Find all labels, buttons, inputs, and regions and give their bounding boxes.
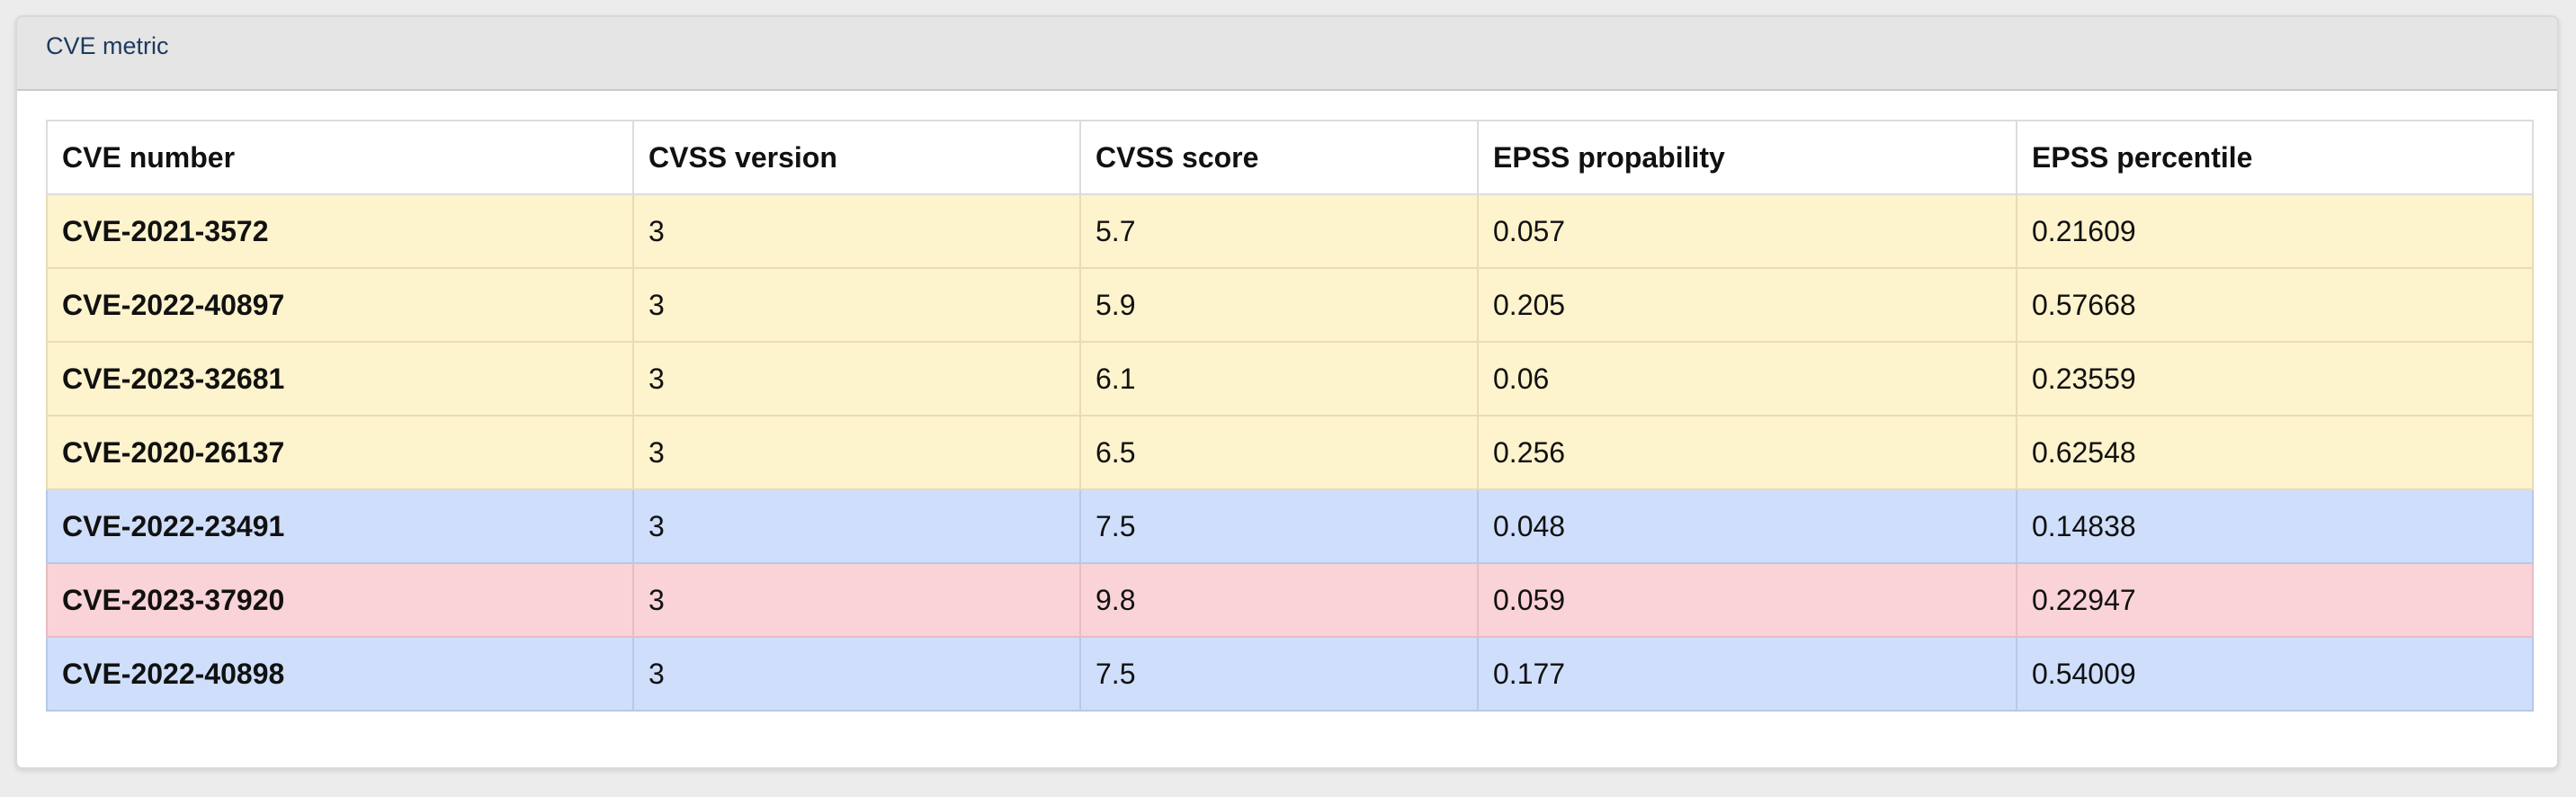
cvss-version-cell: 3 xyxy=(632,488,1081,564)
epss-probability-cell: 0.057 xyxy=(1477,193,2017,269)
epss-probability-cell: 0.256 xyxy=(1477,415,2017,490)
epss-probability-cell: 0.048 xyxy=(1477,488,2017,564)
cve-number-cell[interactable]: CVE-2022-40897 xyxy=(46,267,634,343)
panel-body: CVE number CVSS version CVSS score EPSS … xyxy=(46,120,2534,712)
table-row[interactable]: CVE-2020-26137 3 6.5 0.256 0.62548 xyxy=(46,415,2534,490)
cvss-version-cell: 3 xyxy=(632,636,1081,712)
epss-probability-cell: 0.205 xyxy=(1477,267,2017,343)
cve-table: CVE number CVSS version CVSS score EPSS … xyxy=(46,120,2534,712)
cvss-score-cell: 7.5 xyxy=(1079,636,1479,712)
epss-percentile-cell: 0.14838 xyxy=(2016,488,2534,564)
epss-percentile-cell: 0.57668 xyxy=(2016,267,2534,343)
table-row[interactable]: CVE-2022-23491 3 7.5 0.048 0.14838 xyxy=(46,488,2534,564)
cvss-score-cell: 6.1 xyxy=(1079,341,1479,416)
epss-probability-cell: 0.177 xyxy=(1477,636,2017,712)
cvss-score-cell: 5.9 xyxy=(1079,267,1479,343)
epss-percentile-cell: 0.62548 xyxy=(2016,415,2534,490)
cve-number-cell[interactable]: CVE-2023-37920 xyxy=(46,562,634,638)
table-row[interactable]: CVE-2023-37920 3 9.8 0.059 0.22947 xyxy=(46,562,2534,638)
cvss-score-cell: 6.5 xyxy=(1079,415,1479,490)
epss-percentile-cell: 0.23559 xyxy=(2016,341,2534,416)
cvss-version-cell: 3 xyxy=(632,415,1081,490)
cvss-version-cell: 3 xyxy=(632,193,1081,269)
column-header-cvss-version[interactable]: CVSS version xyxy=(632,120,1081,195)
cve-number-cell[interactable]: CVE-2020-26137 xyxy=(46,415,634,490)
panel-header: CVE metric xyxy=(17,17,2557,91)
epss-percentile-cell: 0.54009 xyxy=(2016,636,2534,712)
cve-number-cell[interactable]: CVE-2021-3572 xyxy=(46,193,634,269)
cve-metric-panel: CVE metric CVE number CVSS version CVSS … xyxy=(15,15,2559,769)
epss-probability-cell: 0.059 xyxy=(1477,562,2017,638)
cvss-version-cell: 3 xyxy=(632,562,1081,638)
epss-probability-cell: 0.06 xyxy=(1477,341,2017,416)
cvss-score-cell: 5.7 xyxy=(1079,193,1479,269)
epss-percentile-cell: 0.22947 xyxy=(2016,562,2534,638)
cve-number-cell[interactable]: CVE-2022-23491 xyxy=(46,488,634,564)
column-header-epss-probability[interactable]: EPSS propability xyxy=(1477,120,2017,195)
cve-number-cell[interactable]: CVE-2023-32681 xyxy=(46,341,634,416)
panel-title: CVE metric xyxy=(46,31,169,59)
epss-percentile-cell: 0.21609 xyxy=(2016,193,2534,269)
table-row[interactable]: CVE-2022-40898 3 7.5 0.177 0.54009 xyxy=(46,636,2534,712)
cvss-score-cell: 7.5 xyxy=(1079,488,1479,564)
table-header-row: CVE number CVSS version CVSS score EPSS … xyxy=(46,120,2534,195)
table-row[interactable]: CVE-2023-32681 3 6.1 0.06 0.23559 xyxy=(46,341,2534,416)
cve-number-cell[interactable]: CVE-2022-40898 xyxy=(46,636,634,712)
table-row[interactable]: CVE-2021-3572 3 5.7 0.057 0.21609 xyxy=(46,193,2534,269)
cvss-score-cell: 9.8 xyxy=(1079,562,1479,638)
cvss-version-cell: 3 xyxy=(632,341,1081,416)
cvss-version-cell: 3 xyxy=(632,267,1081,343)
table-row[interactable]: CVE-2022-40897 3 5.9 0.205 0.57668 xyxy=(46,267,2534,343)
column-header-epss-percentile[interactable]: EPSS percentile xyxy=(2016,120,2534,195)
column-header-cvss-score[interactable]: CVSS score xyxy=(1079,120,1479,195)
column-header-cve-number[interactable]: CVE number xyxy=(46,120,634,195)
